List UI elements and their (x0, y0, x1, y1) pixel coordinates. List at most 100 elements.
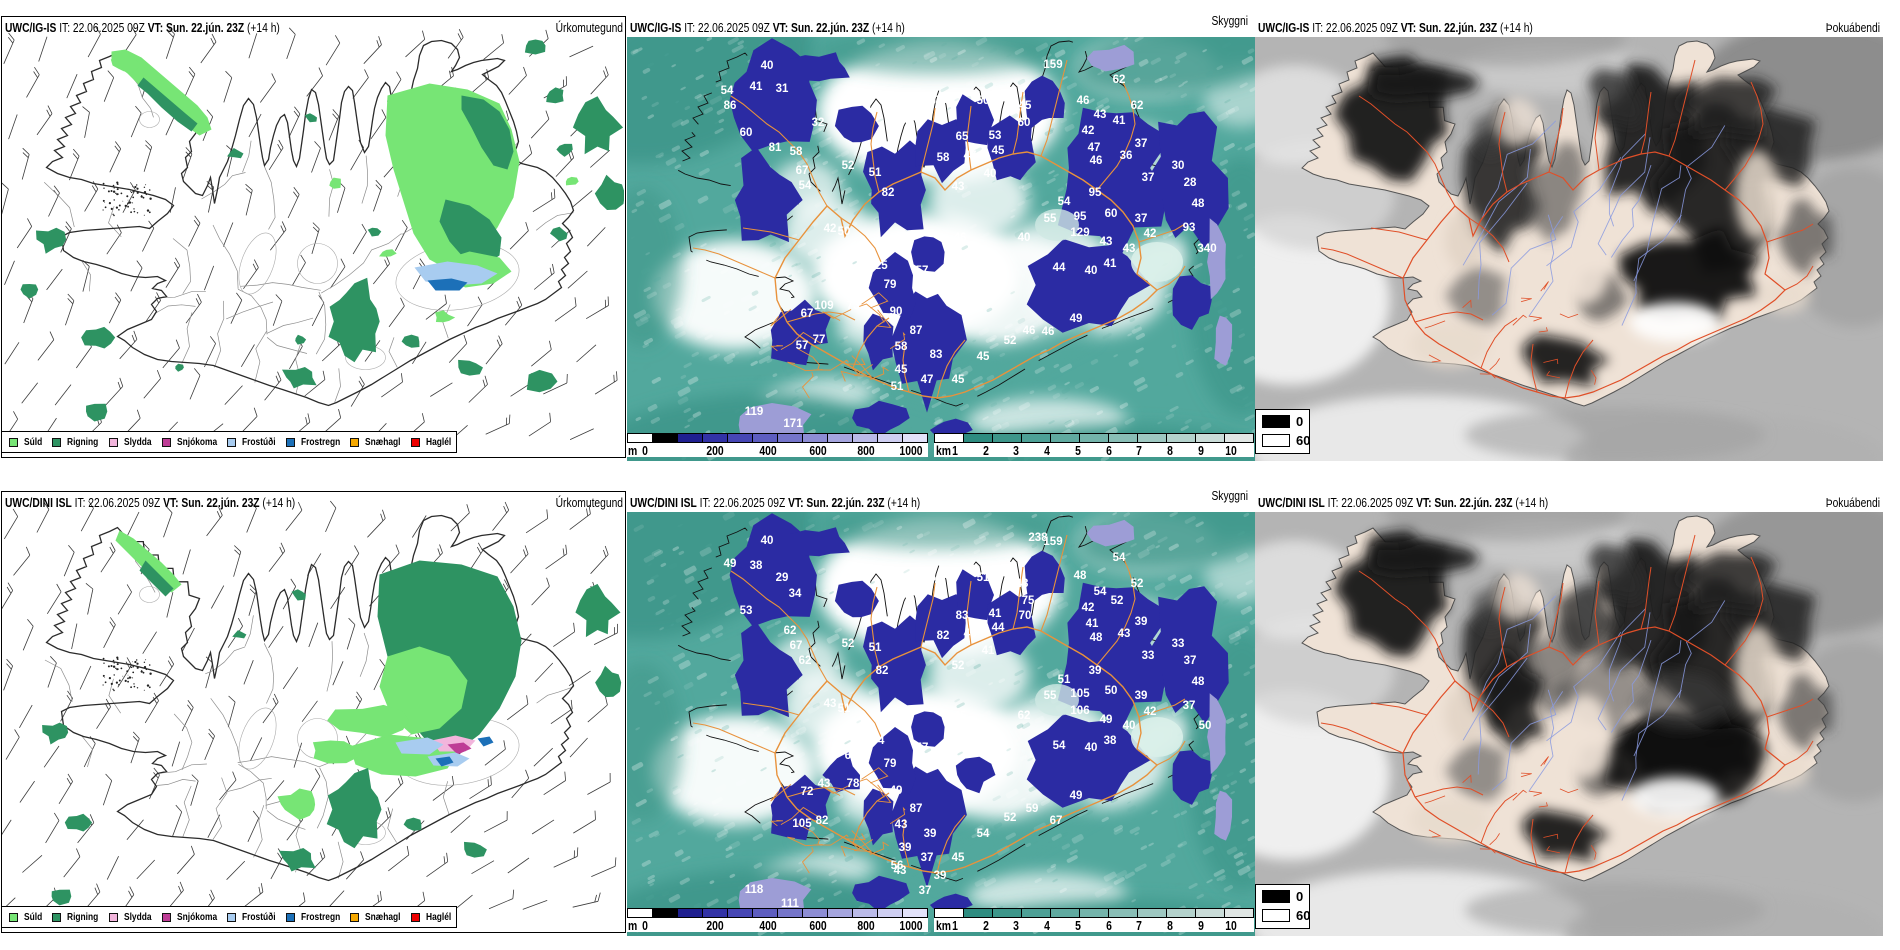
svg-text:82: 82 (882, 187, 895, 199)
svg-text:57: 57 (916, 265, 929, 277)
svg-text:31: 31 (776, 83, 789, 95)
svg-text:46: 46 (1042, 326, 1055, 338)
svg-text:39: 39 (899, 842, 912, 854)
svg-text:48: 48 (1192, 676, 1205, 688)
svg-text:46: 46 (954, 232, 967, 244)
svg-text:54: 54 (721, 85, 734, 97)
svg-text:62: 62 (1113, 74, 1126, 86)
svg-text:41: 41 (1113, 115, 1126, 127)
svg-text:48: 48 (1074, 570, 1087, 582)
svg-text:52: 52 (1111, 595, 1124, 607)
svg-text:118: 118 (745, 884, 764, 896)
svg-text:36: 36 (1120, 150, 1133, 162)
svg-text:50: 50 (977, 95, 990, 107)
svg-text:45: 45 (992, 145, 1005, 157)
svg-text:45: 45 (952, 852, 965, 864)
svg-text:109: 109 (814, 300, 833, 312)
svg-text:90: 90 (890, 306, 903, 318)
svg-text:75: 75 (1022, 595, 1035, 607)
svg-text:86: 86 (724, 100, 737, 112)
svg-text:41: 41 (982, 645, 995, 657)
svg-text:82: 82 (937, 630, 950, 642)
svg-text:41: 41 (989, 608, 1002, 620)
svg-text:52: 52 (1004, 335, 1017, 347)
svg-text:43: 43 (824, 698, 837, 710)
svg-text:45: 45 (1019, 100, 1032, 112)
svg-text:49: 49 (1100, 714, 1113, 726)
svg-text:46: 46 (954, 710, 967, 722)
svg-text:37: 37 (1183, 700, 1196, 712)
svg-text:67: 67 (796, 165, 809, 177)
svg-text:37: 37 (1135, 138, 1148, 150)
svg-text:37: 37 (1184, 655, 1197, 667)
svg-text:78: 78 (847, 778, 860, 790)
svg-text:51: 51 (891, 381, 904, 393)
svg-text:52: 52 (1004, 812, 1017, 824)
svg-text:106: 106 (1070, 705, 1089, 717)
svg-text:43: 43 (895, 819, 908, 831)
svg-text:54: 54 (1058, 196, 1071, 208)
svg-text:238: 238 (1028, 532, 1048, 544)
svg-text:39: 39 (1089, 665, 1102, 677)
svg-text:42: 42 (1144, 228, 1157, 240)
svg-text:53: 53 (989, 130, 1002, 142)
svg-text:42: 42 (1144, 706, 1157, 718)
svg-text:57: 57 (796, 340, 809, 352)
svg-text:44: 44 (1053, 262, 1066, 274)
svg-text:69: 69 (845, 750, 858, 762)
svg-text:39: 39 (924, 828, 937, 840)
svg-text:93: 93 (1183, 222, 1196, 234)
svg-text:30: 30 (1172, 160, 1185, 172)
svg-text:52: 52 (1131, 578, 1144, 590)
svg-text:159: 159 (1043, 536, 1062, 548)
svg-text:77: 77 (813, 334, 826, 346)
svg-text:46: 46 (1077, 95, 1090, 107)
svg-text:41: 41 (1086, 618, 1099, 630)
svg-text:83: 83 (956, 610, 969, 622)
svg-text:28: 28 (1184, 177, 1197, 189)
svg-text:57: 57 (916, 742, 929, 754)
svg-text:32: 32 (812, 117, 825, 129)
svg-text:53: 53 (740, 605, 753, 617)
svg-text:51: 51 (838, 703, 851, 715)
svg-text:50: 50 (838, 226, 851, 238)
svg-text:54: 54 (977, 828, 990, 840)
svg-text:51: 51 (869, 167, 882, 179)
svg-text:65: 65 (956, 131, 969, 143)
svg-text:43: 43 (818, 778, 831, 790)
svg-text:46: 46 (1090, 155, 1103, 167)
svg-text:82: 82 (879, 238, 892, 250)
svg-text:48: 48 (1192, 198, 1205, 210)
svg-text:49: 49 (1070, 790, 1083, 802)
svg-text:39: 39 (934, 870, 947, 882)
svg-text:34: 34 (789, 588, 802, 600)
svg-text:40: 40 (761, 535, 774, 547)
svg-text:95: 95 (1089, 187, 1102, 199)
svg-text:43: 43 (1016, 578, 1029, 590)
svg-text:79: 79 (884, 758, 897, 770)
svg-text:41: 41 (1104, 258, 1117, 270)
svg-text:67: 67 (930, 95, 943, 107)
svg-text:50: 50 (1105, 685, 1118, 697)
svg-text:33: 33 (1142, 650, 1155, 662)
svg-text:43: 43 (1094, 109, 1107, 121)
svg-text:72: 72 (801, 786, 814, 798)
svg-text:40: 40 (1018, 232, 1031, 244)
svg-text:95: 95 (1074, 211, 1087, 223)
svg-text:44: 44 (992, 622, 1005, 634)
svg-text:43: 43 (1118, 628, 1131, 640)
svg-text:47: 47 (1088, 142, 1101, 154)
svg-text:105: 105 (792, 818, 812, 830)
svg-text:58: 58 (790, 146, 803, 158)
svg-text:52: 52 (842, 160, 855, 172)
svg-text:129: 129 (1070, 227, 1089, 239)
svg-text:62: 62 (1018, 710, 1031, 722)
svg-text:45: 45 (895, 364, 908, 376)
svg-text:105: 105 (1070, 688, 1090, 700)
svg-text:40: 40 (1085, 265, 1098, 277)
svg-text:51: 51 (1058, 674, 1071, 686)
svg-text:49: 49 (724, 558, 737, 570)
svg-text:29: 29 (776, 572, 789, 584)
svg-text:58: 58 (895, 341, 908, 353)
svg-text:67: 67 (801, 308, 814, 320)
